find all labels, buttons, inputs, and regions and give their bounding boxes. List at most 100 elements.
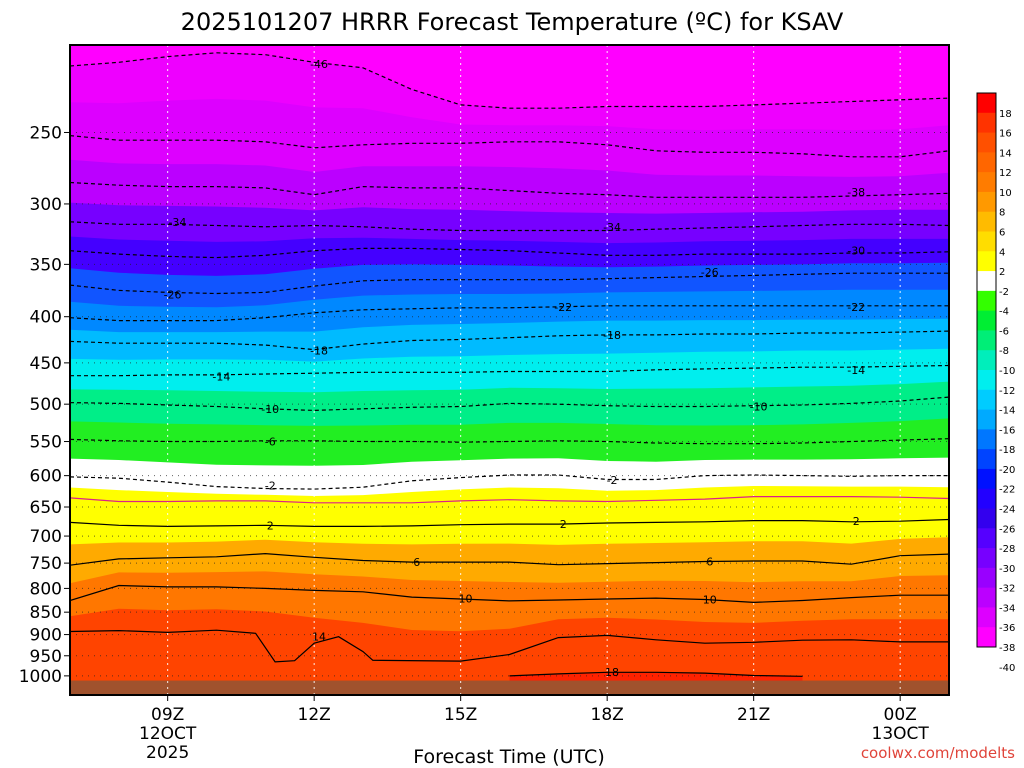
colorbar-cell <box>977 468 996 490</box>
colorbar-label: 18 <box>999 109 1012 120</box>
colorbar-label: -2 <box>999 287 1009 298</box>
colorbar-cell <box>977 429 996 450</box>
colorbar-label: 2 <box>999 267 1005 278</box>
contour-label: -22 <box>847 301 865 314</box>
y-tick-label: 650 <box>30 498 62 518</box>
colorbar-label: -28 <box>999 544 1015 555</box>
x-tick-label: 13OCT <box>872 724 930 744</box>
contour-2 <box>70 518 949 528</box>
y-tick-label: 300 <box>30 195 62 215</box>
contour-label: 18 <box>605 666 619 679</box>
contour-label: 2 <box>560 518 567 531</box>
contour-14 <box>70 629 949 663</box>
colorbar-label: 4 <box>999 247 1005 258</box>
contour-label: -34 <box>603 221 621 234</box>
colorbar-label: 12 <box>999 168 1012 179</box>
y-tick-label: 600 <box>30 467 62 487</box>
contour-label: -34 <box>168 216 186 229</box>
y-tick-label: 900 <box>30 626 62 646</box>
contour-0 <box>70 496 949 504</box>
colorbar-label: 16 <box>999 129 1012 140</box>
contour-label: 10 <box>703 594 717 607</box>
x-tick-label: 12Z <box>298 705 331 725</box>
credit-link[interactable]: coolwx.com/modelts <box>861 744 1015 762</box>
contour-label: -30 <box>847 245 865 258</box>
colorbar-cell <box>977 93 996 114</box>
plot-frame <box>69 44 950 696</box>
x-tick-label: 09Z <box>151 705 184 725</box>
contour-labels: -46-38-34 -34-30-26-26-22 -22-18-18-14-14-… <box>164 58 866 679</box>
x-axis-label: Forecast Time (UTC) <box>413 746 604 768</box>
colorbar-label: 8 <box>999 208 1005 219</box>
contour-label: -26 <box>164 289 182 302</box>
y-tick-label: 850 <box>30 603 62 623</box>
colorbar-label: -36 <box>999 623 1015 634</box>
colorbar-cell <box>977 310 996 331</box>
contour-label: 2 <box>853 515 860 528</box>
colorbar-label: -18 <box>999 445 1015 456</box>
contour-label: 10 <box>459 593 473 606</box>
y-tick-label: 550 <box>30 433 62 453</box>
colorbar-label: -32 <box>999 584 1015 595</box>
temperature-fill <box>70 45 949 695</box>
contour-label: -6 <box>265 436 276 449</box>
colorbar-label: -24 <box>999 505 1015 516</box>
colorbar-label: -4 <box>999 307 1009 318</box>
colorbar-cell <box>977 231 996 252</box>
colorbar-cell <box>977 389 996 411</box>
contour-label: -38 <box>847 186 865 199</box>
colorbar-label: -12 <box>999 386 1015 397</box>
colorbar-cell <box>977 271 996 292</box>
colorbar-cell <box>977 191 996 213</box>
contour-label: 2 <box>267 519 274 532</box>
colorbar-cell <box>977 528 996 549</box>
y-tick-label: 750 <box>30 554 62 574</box>
contour-18 <box>509 671 803 677</box>
colorbar-label: -34 <box>999 603 1015 614</box>
contour-label: -14 <box>847 364 865 377</box>
colorbar-cell <box>977 370 996 391</box>
contour-6 <box>70 552 949 566</box>
colorbar-cell <box>977 508 996 529</box>
x-tick-label: 12OCT <box>139 724 197 744</box>
colorbar-cell <box>977 350 996 371</box>
x-tick-label: 21Z <box>737 705 770 725</box>
x-tick-label: 2025 <box>146 743 189 763</box>
contour-label: -18 <box>603 329 621 342</box>
y-axis: 250 300 350 400 450 500 550 600 650 700 750 800 850 9… <box>19 123 70 687</box>
x-tick-label: 15Z <box>444 705 477 725</box>
colorbar-cell <box>977 627 996 648</box>
colorbar-label: -20 <box>999 465 1015 476</box>
colorbar-cell <box>977 290 996 312</box>
colorbar-label: 14 <box>999 148 1012 159</box>
contour-label: -46 <box>310 58 328 71</box>
colorbar-cell <box>977 567 996 589</box>
grid <box>70 45 949 695</box>
colorbar-cell <box>977 409 996 430</box>
contour-m46 <box>70 52 949 109</box>
y-tick-label: 950 <box>30 647 62 667</box>
x-tick-label: 18Z <box>591 705 624 725</box>
contour-label: -2 <box>265 479 276 492</box>
chart-title: 2025101207 HRRR Forecast Temperature (ºC… <box>181 8 844 36</box>
colorbar-label: -16 <box>999 425 1015 436</box>
colorbar-cell <box>977 112 996 134</box>
contour-10 <box>70 584 949 604</box>
contour-label: -2 <box>607 474 618 487</box>
contour-label: -14 <box>212 371 230 384</box>
colorbar-cell <box>977 548 996 569</box>
colorbar-cell <box>977 251 996 272</box>
ground <box>70 680 949 695</box>
colorbar-label: -22 <box>999 485 1015 496</box>
contour-label: -10 <box>261 403 279 416</box>
colorbar-label: 6 <box>999 228 1005 239</box>
colorbar-label: -10 <box>999 366 1015 377</box>
contour-label: -26 <box>701 266 719 279</box>
y-tick-label: 700 <box>30 527 62 547</box>
x-tick-label: 00Z <box>884 705 917 725</box>
colorbar: 18 16 14 12 10 8 6 4 2 -2 -4 -6 -8 -10 -12 -14 -16 -18 -20… <box>976 92 1015 674</box>
contour-label: 6 <box>413 556 420 569</box>
y-tick-label: 350 <box>30 255 62 275</box>
colorbar-label: -40 <box>999 663 1015 674</box>
